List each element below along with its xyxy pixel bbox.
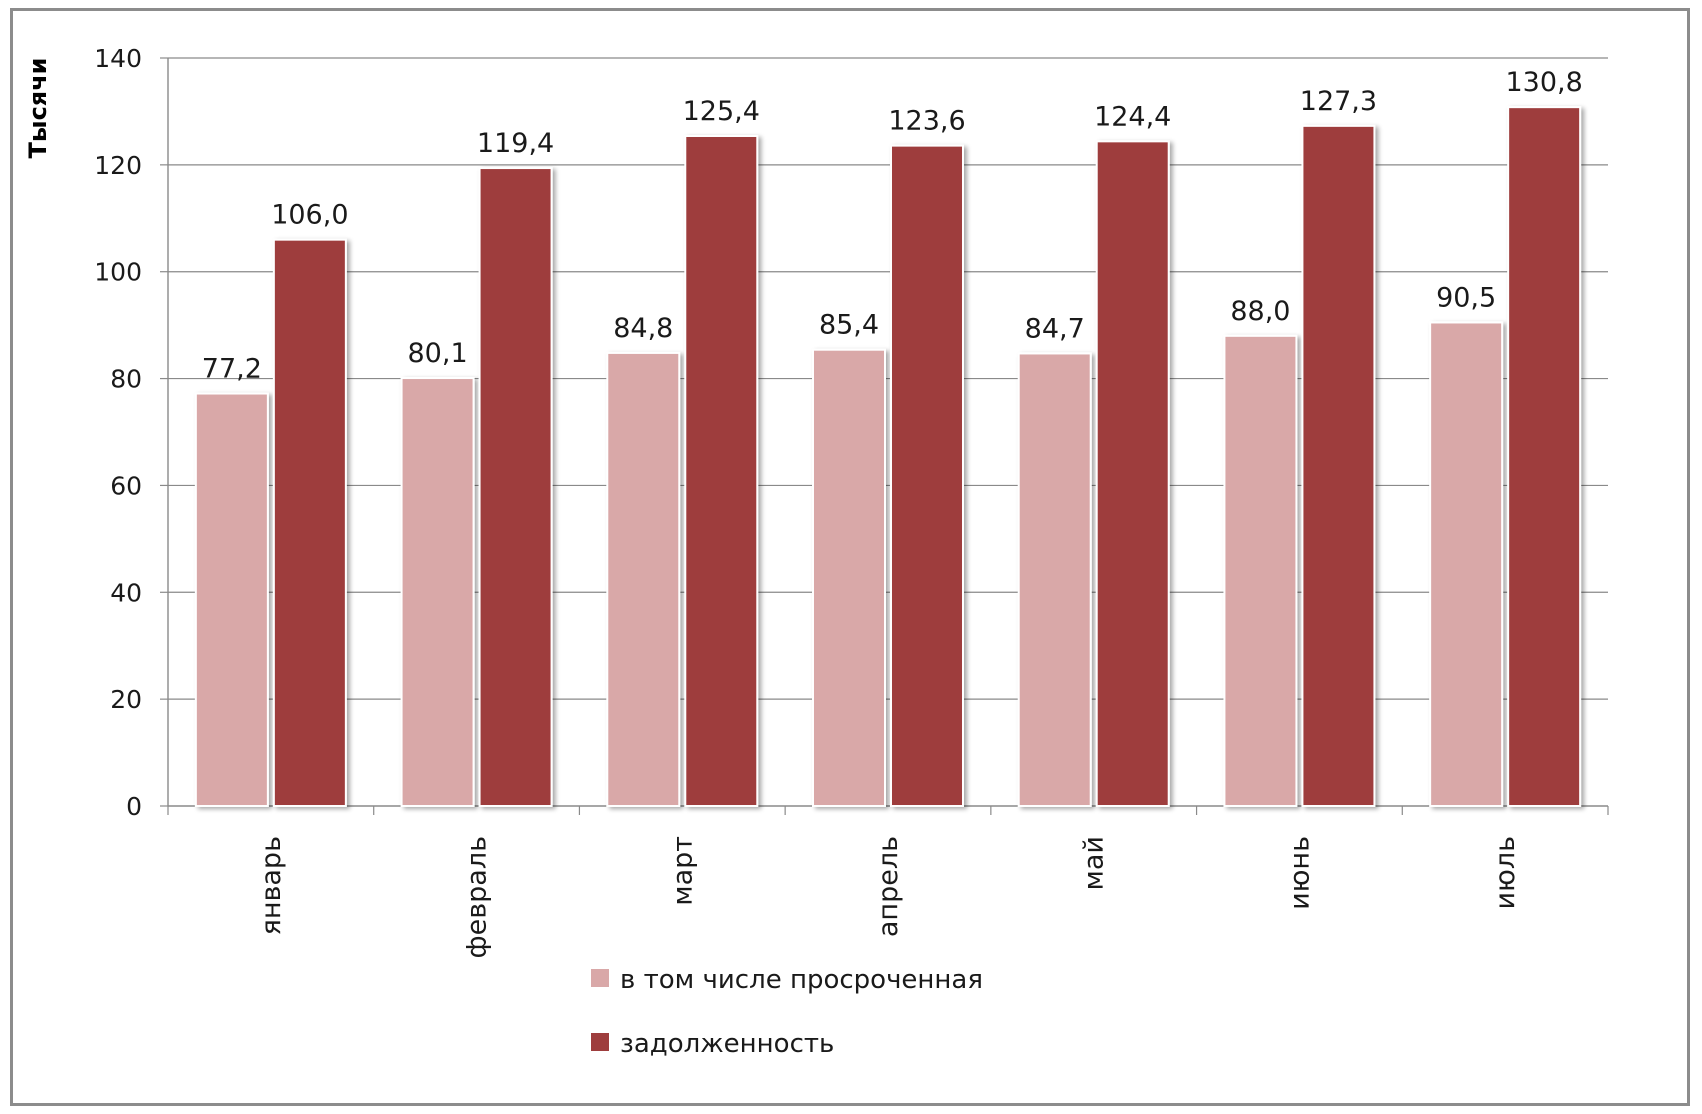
data-label: 125,4 [683,96,760,127]
y-axis-title: Тысячи [24,57,52,158]
x-tick-label: июнь [1284,836,1315,910]
axes: 0 20 40 60 80 100 120 140 [94,44,1609,821]
bar-overdue-5 [1223,334,1298,807]
y-tick-label: 100 [94,258,142,287]
bar-overdue-4 [1017,352,1092,807]
data-label: 84,8 [613,313,673,344]
bar-overdue-1 [400,377,475,807]
data-label: 127,3 [1300,86,1377,117]
y-tick-label: 0 [126,792,142,821]
data-label: 119,4 [477,128,554,159]
data-label: 90,5 [1436,282,1496,313]
category-labels: январь февраль март апрель май июнь июль [256,836,1521,958]
y-tick-label: 80 [110,365,142,394]
bar-debt-1 [478,167,553,807]
y-tick-label: 120 [94,151,142,180]
x-tick-label: май [1079,836,1110,890]
data-label: 124,4 [1094,101,1171,132]
bar-debt-2 [684,135,759,807]
bars [194,106,1582,807]
data-label: 123,6 [888,106,965,137]
x-tick-label: январь [256,836,287,935]
x-tick-label: февраль [462,836,493,958]
data-label: 106,0 [271,200,348,231]
data-label: 85,4 [819,310,879,341]
data-label: 84,7 [1025,313,1085,344]
data-label: 80,1 [408,338,468,369]
legend-swatch [591,969,609,987]
legend: в том числе просроченная задолженность [591,965,983,1059]
data-label: 130,8 [1505,67,1582,98]
x-tick-label: март [667,836,698,906]
bar-debt-6 [1507,106,1582,807]
y-tick-label: 20 [110,685,142,714]
legend-entry: задолженность [620,1029,834,1059]
bar-debt-4 [1095,140,1170,807]
y-tick-label: 140 [94,44,142,73]
legend-entry: в том числе просроченная [620,965,983,995]
bar-debt-3 [890,144,964,807]
bar-debt-0 [272,238,347,807]
gridlines [168,57,1608,700]
y-tick-label: 60 [110,471,142,500]
legend-swatch [591,1033,609,1051]
x-tick-label: июль [1490,836,1521,909]
bar-overdue-3 [812,348,886,807]
bar-overdue-6 [1429,321,1504,807]
data-label: 88,0 [1230,296,1290,327]
bar-overdue-2 [606,351,681,807]
data-label: 77,2 [202,354,262,385]
bar-overdue-0 [194,392,269,807]
y-tick-label: 40 [110,578,142,607]
x-tick-label: апрель [873,836,904,937]
bar-debt-5 [1301,124,1376,807]
data-labels: 77,2 106,0 80,1 119,4 84,8 125,4 85,4 123,6 84,7… [202,67,1583,384]
